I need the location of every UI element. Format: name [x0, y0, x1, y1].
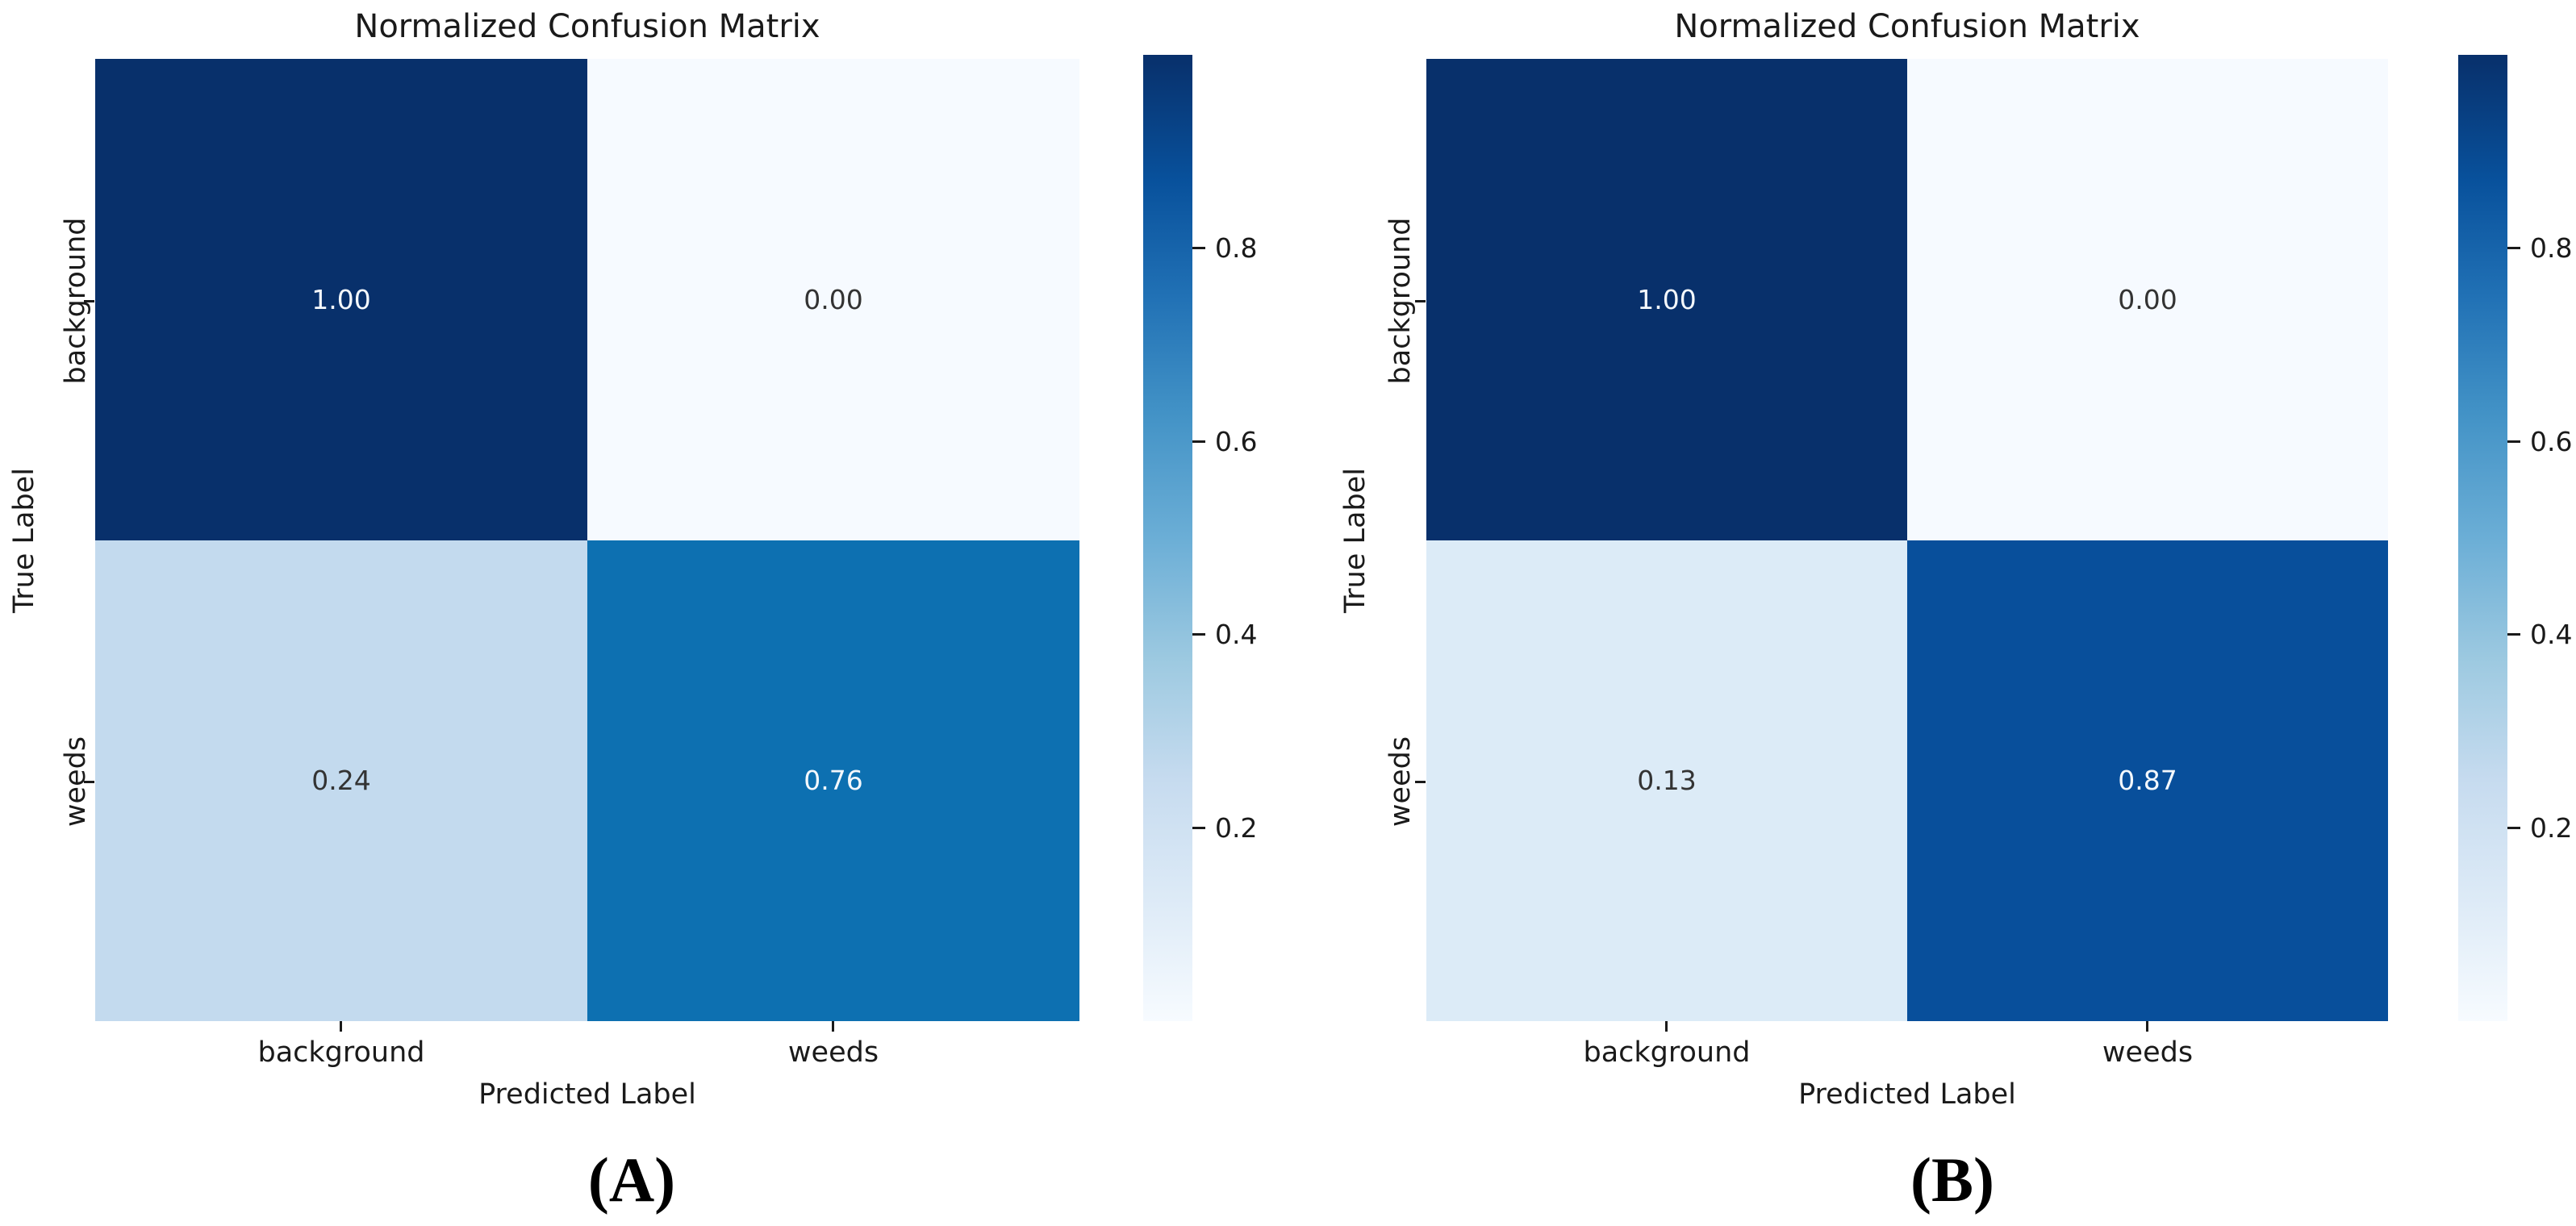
colorbar	[2458, 55, 2507, 1021]
panel-b-caption: (B)	[1910, 1145, 1994, 1215]
x-tick-label: background	[257, 1036, 425, 1069]
colorbar-tick-label: 0.6	[2530, 426, 2573, 457]
cell-value: 0.00	[804, 283, 863, 315]
colorbar-tick-mark	[2507, 827, 2520, 829]
colorbar-tick-mark	[2507, 633, 2520, 636]
y-axis-label: True Label	[8, 468, 40, 613]
x-tick-label: weeds	[787, 1036, 879, 1069]
panel-a-heatmap: 1.00 0.00 0.24 0.76	[95, 59, 1079, 1021]
heatmap-cell: 0.00	[587, 59, 1079, 540]
colorbar-tick-mark	[1192, 633, 1205, 636]
x-tick-label: background	[1583, 1036, 1751, 1069]
colorbar	[1143, 55, 1192, 1021]
colorbar-tick-label: 0.2	[1215, 812, 1258, 844]
colorbar-tick-mark	[2507, 440, 2520, 443]
panel-a-title: Normalized Confusion Matrix	[354, 8, 820, 45]
y-tick-mark	[84, 781, 94, 783]
x-tick-mark	[832, 1021, 834, 1032]
colorbar-tick-mark	[1192, 827, 1205, 829]
cell-value: 1.00	[311, 283, 371, 315]
colorbar-tick-label: 0.2	[2530, 812, 2573, 844]
x-tick-mark	[340, 1021, 342, 1032]
colorbar-tick-label: 0.8	[1215, 232, 1258, 264]
colorbar-tick-label: 0.8	[2530, 232, 2573, 264]
heatmap-cell: 0.13	[1426, 540, 1907, 1021]
x-tick-label: weeds	[2102, 1036, 2194, 1069]
cell-value: 0.76	[804, 765, 863, 797]
cell-value: 0.87	[2118, 765, 2177, 797]
panel-b-title: Normalized Confusion Matrix	[1674, 8, 2140, 45]
heatmap-cell: 0.87	[1907, 540, 2388, 1021]
cell-value: 0.24	[311, 765, 371, 797]
panel-a-caption: (A)	[587, 1145, 676, 1215]
x-axis-label: Predicted Label	[1798, 1078, 2016, 1111]
colorbar-tick-label: 0.6	[1215, 426, 1258, 457]
cell-value: 0.13	[1637, 765, 1697, 797]
colorbar-tick-mark	[1192, 247, 1205, 249]
x-tick-mark	[1665, 1021, 1668, 1032]
x-tick-mark	[2146, 1021, 2148, 1032]
colorbar-tick-mark	[2507, 247, 2520, 249]
y-tick-label: background	[1384, 217, 1417, 385]
cell-value: 1.00	[1637, 283, 1697, 315]
y-tick-label: weeds	[1384, 736, 1417, 828]
x-axis-label: Predicted Label	[478, 1078, 696, 1111]
y-tick-label: background	[60, 217, 92, 385]
heatmap-cell: 0.00	[1907, 59, 2388, 540]
panel-b-heatmap: 1.00 0.00 0.13 0.87	[1426, 59, 2388, 1021]
y-tick-mark	[84, 300, 94, 302]
colorbar-tick-mark	[1192, 440, 1205, 443]
heatmap-cell: 1.00	[95, 59, 587, 540]
colorbar-tick-label: 0.4	[2530, 619, 2573, 650]
y-tick-mark	[1415, 300, 1426, 302]
cell-value: 0.00	[2118, 283, 2177, 315]
colorbar-tick-label: 0.4	[1215, 619, 1258, 650]
y-tick-mark	[1415, 781, 1426, 783]
heatmap-cell: 0.76	[587, 540, 1079, 1021]
heatmap-cell: 1.00	[1426, 59, 1907, 540]
y-tick-label: weeds	[60, 736, 92, 828]
y-axis-label: True Label	[1339, 468, 1372, 613]
heatmap-cell: 0.24	[95, 540, 587, 1021]
